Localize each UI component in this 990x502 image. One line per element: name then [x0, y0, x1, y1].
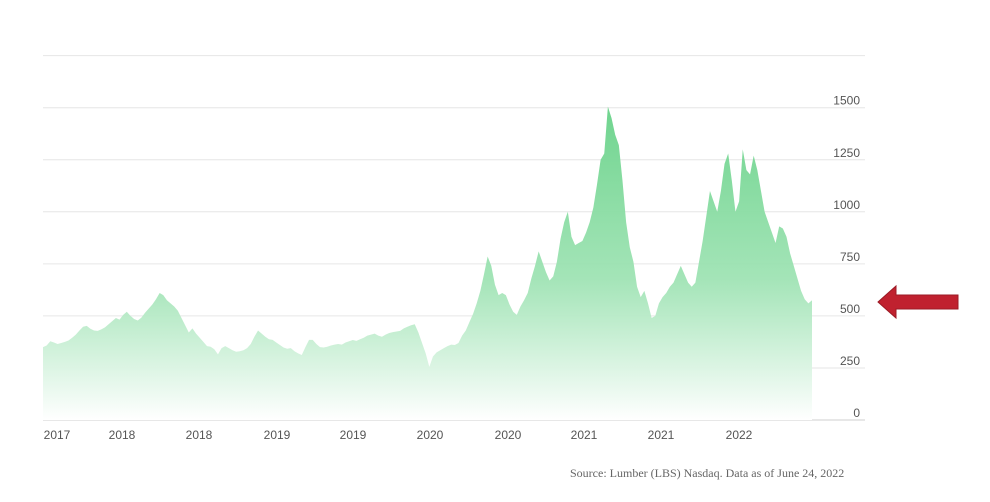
x-tick-label: 2018 [186, 428, 213, 442]
y-tick-label: 1250 [833, 146, 860, 160]
x-tick-label: 2021 [571, 428, 598, 442]
y-tick-label: 1500 [833, 94, 860, 108]
red-arrow-icon [877, 284, 959, 320]
y-tick-label: 1000 [833, 198, 860, 212]
y-tick-label: 750 [840, 250, 860, 264]
x-tick-label: 2019 [340, 428, 367, 442]
y-tick-label: 0 [853, 406, 860, 420]
x-tick-label: 2020 [417, 428, 444, 442]
x-tick-label: 2021 [648, 428, 675, 442]
y-tick-label: 250 [840, 354, 860, 368]
x-tick-label: 2020 [495, 428, 522, 442]
y-axis-ticks: 0 250 500 750 1000 1250 1500 [833, 94, 860, 420]
y-tick-label: 500 [840, 302, 860, 316]
source-note: Source: Lumber (LBS) Nasdaq. Data as of … [570, 466, 845, 480]
x-tick-label: 2018 [109, 428, 136, 442]
x-tick-label: 2017 [44, 428, 71, 442]
x-axis-ticks: 2017 2018 2018 2019 2019 2020 2020 2021 2021 2022 [44, 428, 753, 442]
x-tick-label: 2022 [726, 428, 753, 442]
x-tick-label: 2019 [264, 428, 291, 442]
price-area [43, 106, 812, 420]
